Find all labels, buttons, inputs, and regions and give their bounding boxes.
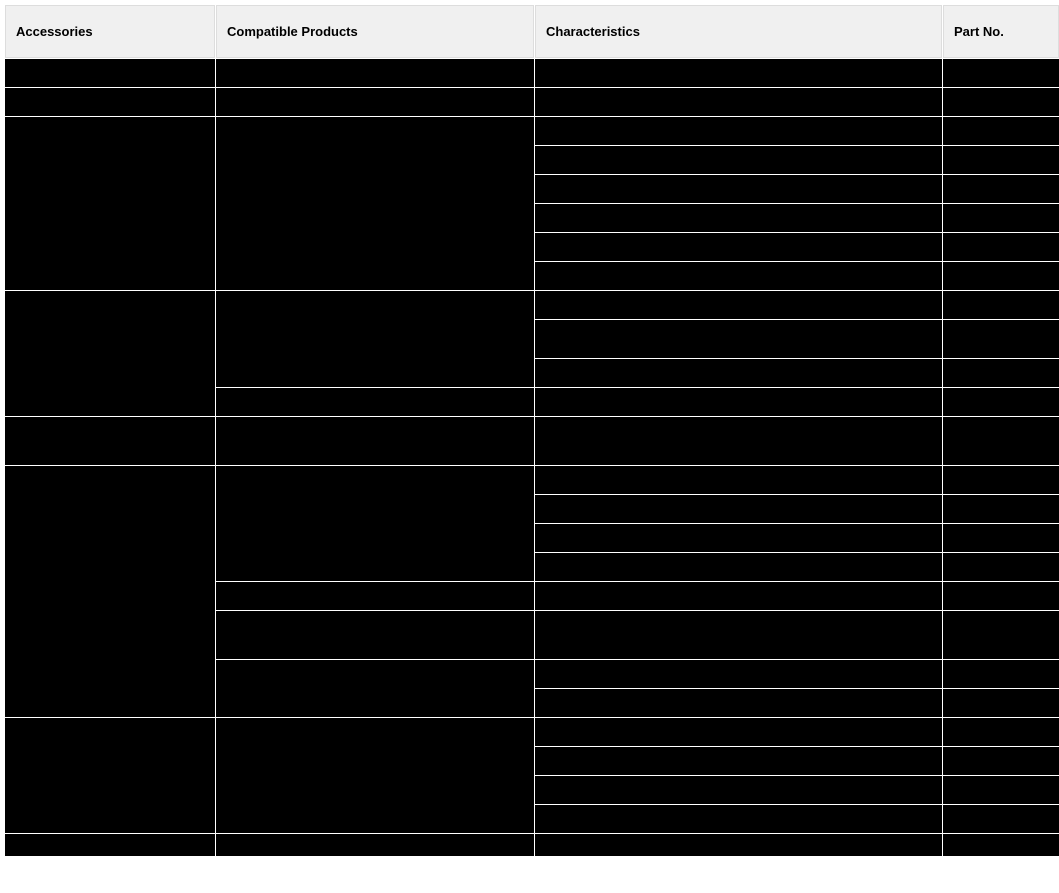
cell-characteristics xyxy=(535,834,942,856)
cell-partno xyxy=(943,320,1059,358)
cell-compatible xyxy=(216,291,534,387)
cell-partno xyxy=(943,776,1059,804)
table-row xyxy=(5,834,1059,856)
cell-accessories xyxy=(5,117,215,290)
col-header-accessories: Accessories xyxy=(5,5,215,58)
cell-accessories xyxy=(5,718,215,833)
cell-characteristics xyxy=(535,776,942,804)
cell-partno xyxy=(943,495,1059,523)
cell-accessories xyxy=(5,466,215,717)
col-header-partno: Part No. xyxy=(943,5,1059,58)
cell-characteristics xyxy=(535,59,942,87)
cell-characteristics xyxy=(535,359,942,387)
table-row xyxy=(5,417,1059,465)
cell-characteristics xyxy=(535,233,942,261)
cell-partno xyxy=(943,359,1059,387)
cell-characteristics xyxy=(535,262,942,290)
cell-compatible xyxy=(216,388,534,416)
cell-partno xyxy=(943,146,1059,174)
cell-partno xyxy=(943,233,1059,261)
cell-characteristics xyxy=(535,747,942,775)
cell-compatible xyxy=(216,660,534,717)
accessories-table: Accessories Compatible Products Characte… xyxy=(4,4,1059,857)
cell-compatible xyxy=(216,117,534,290)
cell-partno xyxy=(943,417,1059,465)
cell-partno xyxy=(943,553,1059,581)
table-row xyxy=(5,59,1059,87)
cell-compatible xyxy=(216,466,534,581)
cell-compatible xyxy=(216,59,534,87)
cell-accessories xyxy=(5,88,215,116)
cell-characteristics xyxy=(535,689,942,717)
col-header-compatible: Compatible Products xyxy=(216,5,534,58)
cell-characteristics xyxy=(535,805,942,833)
cell-compatible xyxy=(216,417,534,465)
cell-compatible xyxy=(216,88,534,116)
cell-characteristics xyxy=(535,117,942,145)
cell-compatible xyxy=(216,834,534,856)
cell-partno xyxy=(943,466,1059,494)
cell-partno xyxy=(943,524,1059,552)
cell-characteristics xyxy=(535,320,942,358)
cell-partno xyxy=(943,834,1059,856)
cell-partno xyxy=(943,262,1059,290)
cell-characteristics xyxy=(535,553,942,581)
table-row xyxy=(5,718,1059,746)
cell-characteristics xyxy=(535,417,942,465)
cell-accessories xyxy=(5,834,215,856)
cell-characteristics xyxy=(535,388,942,416)
table-header: Accessories Compatible Products Characte… xyxy=(5,5,1059,58)
cell-characteristics xyxy=(535,466,942,494)
cell-partno xyxy=(943,660,1059,688)
cell-compatible xyxy=(216,611,534,659)
cell-partno xyxy=(943,611,1059,659)
cell-characteristics xyxy=(535,175,942,203)
cell-accessories xyxy=(5,59,215,87)
cell-partno xyxy=(943,204,1059,232)
table-row xyxy=(5,88,1059,116)
cell-partno xyxy=(943,291,1059,319)
cell-characteristics xyxy=(535,291,942,319)
cell-characteristics xyxy=(535,88,942,116)
cell-partno xyxy=(943,805,1059,833)
cell-characteristics xyxy=(535,582,942,610)
cell-partno xyxy=(943,388,1059,416)
cell-partno xyxy=(943,88,1059,116)
table-row xyxy=(5,117,1059,145)
cell-partno xyxy=(943,718,1059,746)
cell-partno xyxy=(943,117,1059,145)
table-row xyxy=(5,466,1059,494)
cell-partno xyxy=(943,59,1059,87)
cell-characteristics xyxy=(535,204,942,232)
cell-characteristics xyxy=(535,718,942,746)
cell-characteristics xyxy=(535,611,942,659)
cell-partno xyxy=(943,175,1059,203)
col-header-characteristics: Characteristics xyxy=(535,5,942,58)
cell-characteristics xyxy=(535,524,942,552)
cell-compatible xyxy=(216,718,534,833)
table-row xyxy=(5,291,1059,319)
table-body xyxy=(5,59,1059,856)
cell-partno xyxy=(943,582,1059,610)
cell-characteristics xyxy=(535,660,942,688)
cell-accessories xyxy=(5,417,215,465)
cell-compatible xyxy=(216,582,534,610)
cell-partno xyxy=(943,747,1059,775)
cell-partno xyxy=(943,689,1059,717)
cell-accessories xyxy=(5,291,215,416)
cell-characteristics xyxy=(535,146,942,174)
cell-characteristics xyxy=(535,495,942,523)
